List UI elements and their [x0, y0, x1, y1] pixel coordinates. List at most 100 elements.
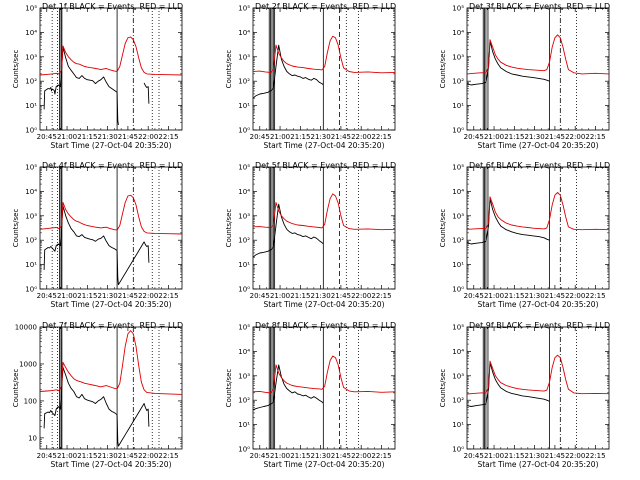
y-tick-label: 100 [24, 397, 37, 405]
chart-title: Det 5f BLACK = Events, RED = LLD [255, 161, 396, 170]
panel-det-8: 10⁰ 10¹ 10² 10³ 10⁴ 10⁵ 20:45 21:00 21:15 21:30 21… [225, 321, 396, 469]
y-tick-label: 10⁵ [452, 164, 464, 172]
x-axis-label: Start Time (27-Oct-04 20:35:20) [263, 300, 384, 309]
y-tick-label: 10000 [15, 324, 37, 332]
series-line-lld [253, 193, 395, 231]
x-tick-label: 21:15 [290, 292, 310, 300]
x-tick-label: 21:00 [484, 133, 504, 141]
x-tick-label: 22:15 [371, 452, 391, 460]
series-line-lld [467, 34, 609, 75]
y-axis-label: Counts/sec [439, 369, 447, 408]
x-tick-label: 21:30 [98, 133, 118, 141]
x-tick-label: 21:15 [290, 133, 310, 141]
y-tick-label: 10 [28, 434, 37, 442]
y-tick-label: 10⁴ [238, 29, 250, 37]
y-tick-label: 10¹ [452, 102, 464, 110]
series-group [40, 194, 182, 286]
x-tick-label: 21:00 [57, 292, 77, 300]
y-tick-label: 10⁵ [25, 5, 37, 13]
x-tick-label: 21:30 [98, 452, 118, 460]
y-axis-label: Counts/sec [12, 209, 20, 248]
series-group [467, 34, 609, 86]
series-line-events [253, 364, 324, 411]
x-tick-label: 21:30 [311, 133, 331, 141]
series-line-lld [467, 354, 609, 395]
panel-det-4: 10⁰ 10¹ 10² 10³ 10⁴ 10⁵ 20:45 21:00 21:15 21:30 21… [12, 161, 183, 309]
x-tick-label: 20:45 [250, 292, 270, 300]
y-tick-label: 10⁰ [238, 286, 250, 294]
chart-title: Det 3f BLACK = Events, RED = LLD [469, 2, 610, 11]
x-tick-label: 22:15 [585, 133, 605, 141]
series-line-lld [40, 194, 182, 235]
series-line-events [43, 367, 150, 447]
x-tick-label: 21:30 [98, 292, 118, 300]
x-tick-label: 22:00 [351, 133, 371, 141]
x-tick-label: 21:30 [525, 133, 545, 141]
plot-frame [466, 326, 610, 450]
x-tick-label: 21:45 [118, 292, 138, 300]
y-tick-label: 10⁰ [25, 127, 37, 135]
y-tick-label: 10² [452, 78, 464, 86]
x-axis-label: Start Time (27-Oct-04 20:35:20) [477, 460, 598, 469]
series-line-lld [40, 330, 182, 395]
panel-det-9: 10⁰ 10¹ 10² 10³ 10⁴ 10⁵ 20:45 21:00 21:15 21:30 21… [439, 321, 610, 469]
y-axis-label: Counts/sec [225, 50, 233, 89]
x-tick-label: 21:45 [118, 452, 138, 460]
x-tick-label: 22:00 [565, 452, 585, 460]
x-tick-label: 22:15 [158, 452, 178, 460]
series-line-events [467, 198, 550, 245]
x-tick-label: 21:15 [77, 292, 97, 300]
x-axis-label: Start Time (27-Oct-04 20:35:20) [477, 141, 598, 150]
x-tick-label: 21:45 [545, 452, 565, 460]
y-tick-label: 10¹ [238, 102, 250, 110]
x-tick-label: 21:45 [331, 452, 351, 460]
x-tick-label: 21:15 [77, 452, 97, 460]
y-tick-label: 10⁴ [452, 348, 464, 356]
y-tick-label: 10⁰ [25, 286, 37, 294]
y-tick-label: 10² [238, 397, 250, 405]
x-tick-label: 20:45 [464, 292, 484, 300]
x-tick-label: 21:45 [545, 292, 565, 300]
chart-title: Det 1f BLACK = Events, RED = LLD [42, 2, 183, 11]
series-line-events [143, 82, 150, 104]
y-tick-label: 10⁴ [452, 188, 464, 196]
x-tick-label: 21:15 [290, 452, 310, 460]
y-tick-label: 10¹ [25, 261, 37, 269]
y-tick-label: 10⁰ [452, 446, 464, 454]
x-tick-label: 22:15 [585, 452, 605, 460]
y-tick-label: 10⁴ [452, 29, 464, 37]
plot-frame [39, 7, 183, 131]
y-tick-label: 10⁵ [452, 5, 464, 13]
panel-det-7: 10 100 1000 10000 20:45 21:00 21:15 21:30 21:45 2… [12, 321, 183, 469]
y-tick-label: 10³ [238, 372, 250, 380]
y-tick-label: 10² [25, 78, 37, 86]
y-tick-label: 10⁵ [25, 164, 37, 172]
y-tick-label: 10¹ [452, 261, 464, 269]
series-line-events [43, 205, 150, 286]
plot-frame [466, 7, 610, 131]
y-tick-label: 10⁴ [238, 348, 250, 356]
y-tick-label: 10² [25, 237, 37, 245]
series-group [467, 192, 609, 245]
x-tick-label: 21:00 [484, 452, 504, 460]
x-tick-label: 21:00 [57, 452, 77, 460]
x-tick-label: 21:00 [270, 133, 290, 141]
chart-title: Det 4f BLACK = Events, RED = LLD [42, 161, 183, 170]
chart-title: Det 8f BLACK = Events, RED = LLD [255, 321, 396, 330]
y-tick-label: 10¹ [238, 261, 250, 269]
x-tick-label: 21:45 [118, 133, 138, 141]
chart-title: Det 6f BLACK = Events, RED = LLD [469, 161, 610, 170]
y-tick-label: 1000 [19, 360, 37, 368]
plot-frame [466, 166, 610, 290]
x-tick-label: 21:30 [311, 452, 331, 460]
series-line-lld [40, 36, 182, 76]
x-axis-label: Start Time (27-Oct-04 20:35:20) [50, 460, 171, 469]
x-tick-label: 21:00 [57, 133, 77, 141]
y-tick-label: 10² [238, 237, 250, 245]
y-tick-label: 10¹ [25, 102, 37, 110]
x-tick-label: 20:45 [37, 452, 57, 460]
x-tick-label: 22:15 [158, 292, 178, 300]
panel-det-5: 10⁰ 10¹ 10² 10³ 10⁴ 10⁵ 20:45 21:00 21:15 21:30 21… [225, 161, 396, 309]
chart-title: Det 7f BLACK = Events, RED = LLD [42, 321, 183, 330]
